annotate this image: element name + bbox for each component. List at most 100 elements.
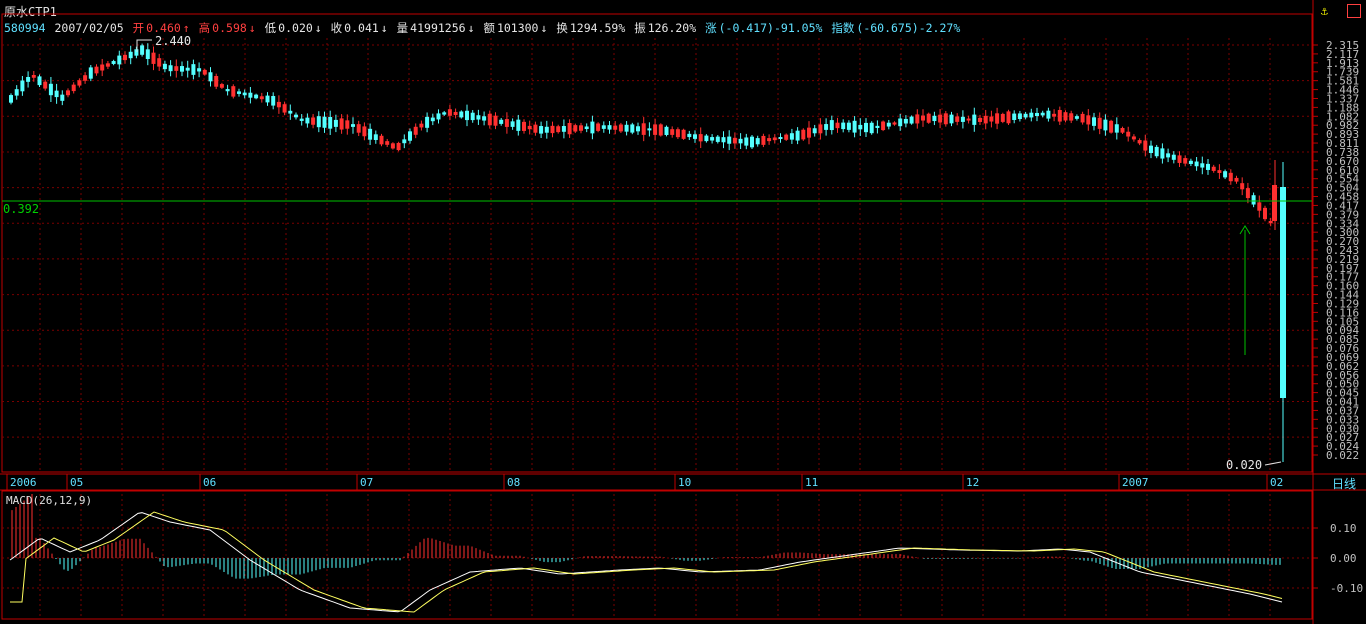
price-axis: 2.3152.1171.9131.7391.5811.4461.3371.188… <box>1313 39 1359 462</box>
candle-body <box>1120 128 1125 133</box>
crosshair-value: 0.392 <box>3 202 39 216</box>
volume-label: 量 <box>396 21 409 35</box>
candle-body <box>1114 124 1119 133</box>
down-arrow-icon: ↓ <box>380 21 388 35</box>
candle-body <box>459 111 464 118</box>
candle-body <box>926 113 931 123</box>
candle-body <box>504 119 509 127</box>
candle-body <box>430 117 435 122</box>
candle-body <box>26 77 31 82</box>
price-tick-label: 0.554 <box>1326 173 1359 186</box>
candle-body <box>254 94 259 99</box>
candle-body <box>789 133 794 140</box>
price-tick-label: 0.033 <box>1326 413 1359 426</box>
candle-body <box>687 133 692 138</box>
candle-body <box>972 114 977 125</box>
candle-body <box>995 113 1000 124</box>
candle-body <box>767 138 772 142</box>
candle-body <box>157 58 162 67</box>
candle-body <box>77 80 82 86</box>
candle-body <box>510 121 515 127</box>
candle-body <box>1272 185 1277 221</box>
candle-body <box>704 135 709 142</box>
candle-body <box>618 124 623 132</box>
candle-body <box>921 115 925 121</box>
candle-body <box>949 114 954 124</box>
candle-body <box>732 137 737 144</box>
quote-info-bar: 580994 2007/02/05 开 0.460 ↑ 高 0.598 ↓ 低 0.020… <box>4 20 962 36</box>
candle-body <box>698 134 703 142</box>
price-tick-label: 0.045 <box>1326 387 1359 400</box>
down-arrow-icon: ↓ <box>540 21 548 35</box>
price-tick-label: 0.458 <box>1326 191 1359 204</box>
candle-body <box>487 113 492 126</box>
candle-body <box>311 117 316 125</box>
candle-body <box>333 119 338 127</box>
candle-body <box>664 126 669 135</box>
candle-body <box>636 126 640 132</box>
price-tick-label: 0.094 <box>1326 324 1359 337</box>
candle-body <box>596 123 601 131</box>
candle-body <box>875 125 880 128</box>
price-tick-label: 0.024 <box>1326 440 1359 453</box>
candle-body <box>83 75 88 81</box>
candle-body <box>1097 117 1102 129</box>
candle-body <box>305 117 310 124</box>
candle-body <box>824 124 829 130</box>
period-button[interactable]: 日线 <box>1331 477 1356 491</box>
candle-body <box>31 74 36 78</box>
candle-body <box>624 124 629 132</box>
macd-panel-border <box>1 490 1313 620</box>
candle-body <box>328 116 333 129</box>
price-tick-label: 1.188 <box>1326 101 1359 114</box>
candle-body <box>1251 195 1256 205</box>
candle-body <box>1268 220 1273 224</box>
price-tick-label: 0.417 <box>1326 199 1359 212</box>
price-tick-label: 0.982 <box>1326 119 1359 132</box>
candle-body <box>738 138 743 144</box>
candle-body <box>191 64 196 75</box>
candle-body <box>1149 145 1153 154</box>
candle-body <box>898 118 903 127</box>
candle-body <box>140 45 145 55</box>
price-tick-label: 0.270 <box>1326 235 1359 248</box>
candle-body <box>932 115 937 122</box>
candle-body <box>1080 113 1085 123</box>
candle-body <box>1052 113 1057 117</box>
candle-body <box>886 122 891 127</box>
candle-body <box>852 120 857 133</box>
candle-body <box>641 123 646 135</box>
candle-body <box>1143 140 1148 151</box>
candle-body <box>1006 111 1011 124</box>
price-tick-label: 1.913 <box>1326 57 1359 70</box>
pin-icon[interactable]: ⚓ <box>1320 4 1328 18</box>
candle-body <box>653 124 658 135</box>
candle-body <box>522 121 526 131</box>
candle-body <box>1160 148 1165 159</box>
candle-body <box>1131 136 1136 140</box>
up-arrow-icon: ↓ <box>248 21 256 35</box>
candle-body <box>413 126 418 135</box>
candle-body <box>54 90 59 98</box>
candle-body <box>955 116 960 122</box>
window-toggle-icon[interactable] <box>1347 4 1361 18</box>
main-panel-border <box>1 13 1313 473</box>
price-tick-label: 1.446 <box>1326 84 1359 97</box>
candle-body <box>818 124 823 134</box>
price-tick-label: 0.050 <box>1326 378 1359 391</box>
candle-body <box>1126 131 1131 137</box>
candle-body <box>294 114 298 118</box>
candle-body <box>1092 117 1096 126</box>
price-tick-label: 0.076 <box>1326 342 1359 355</box>
candle-body <box>453 111 458 115</box>
down-arrow-icon: ↓ <box>314 21 322 35</box>
candle-body <box>1023 113 1028 118</box>
change-label: 涨 <box>705 21 717 35</box>
date-tick-label: 2006 <box>10 476 37 489</box>
candle-body <box>271 96 276 106</box>
candle-body <box>630 124 635 133</box>
candle-body <box>835 122 840 129</box>
candle-body <box>943 113 948 125</box>
candle-body <box>601 125 606 129</box>
